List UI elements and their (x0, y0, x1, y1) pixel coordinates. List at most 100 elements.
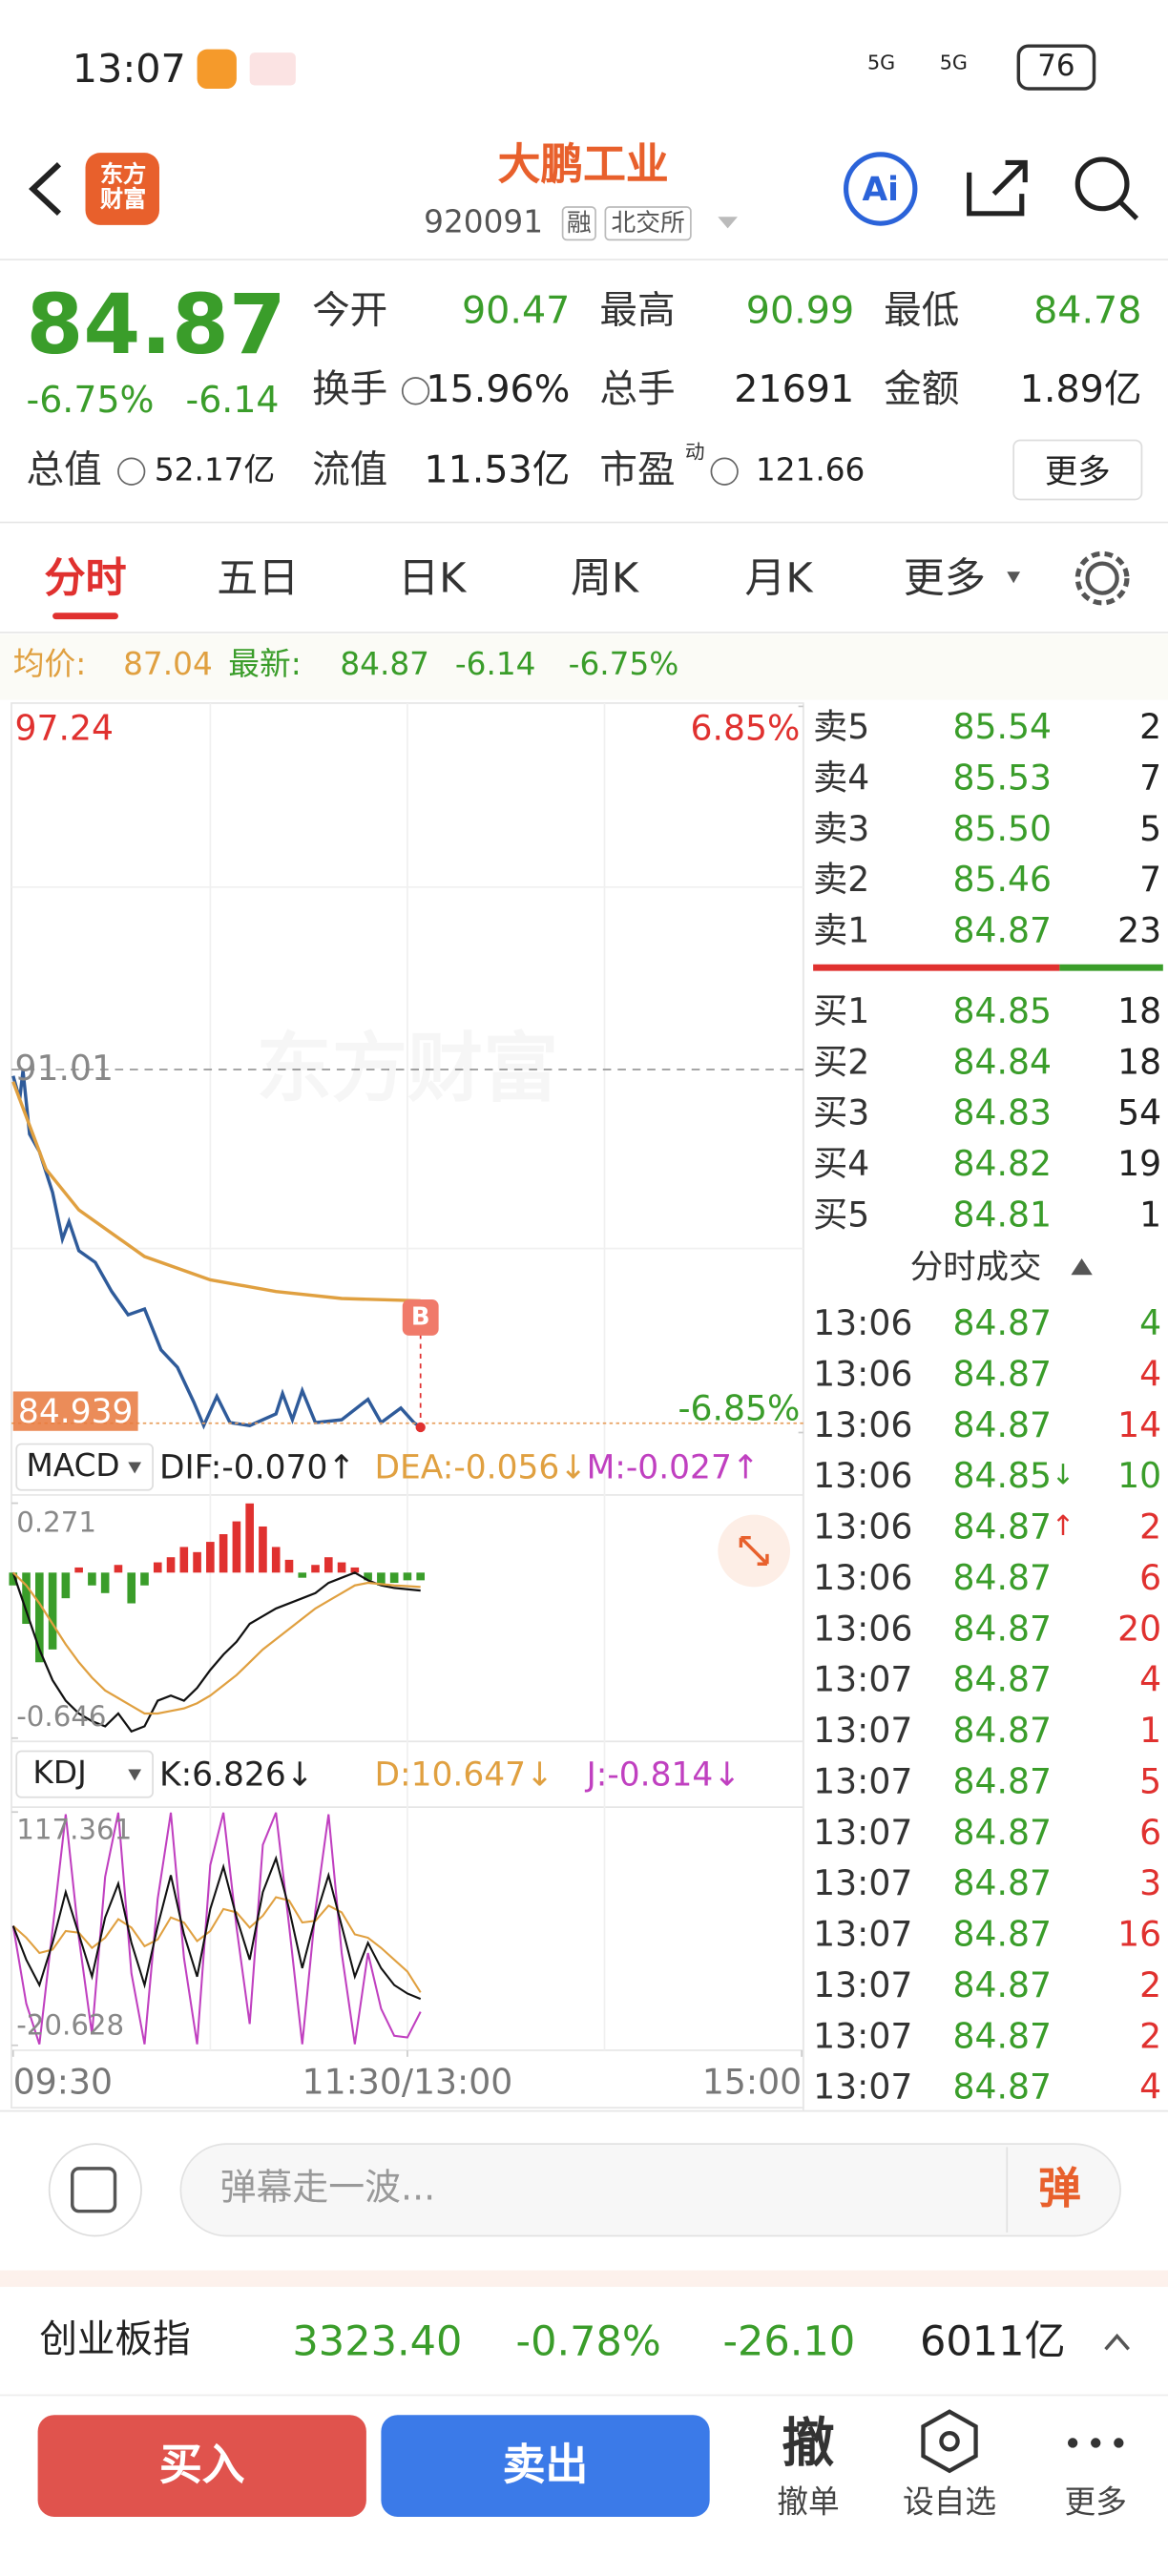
trade-price: 84.87 (952, 1711, 1052, 1751)
trade-time: 13:07 (813, 2067, 913, 2108)
share-icon[interactable] (967, 159, 1028, 217)
app-badge (249, 52, 296, 86)
book-label: 买2 (813, 1042, 870, 1082)
buy-button[interactable] (37, 2415, 366, 2517)
price-line (11, 1070, 422, 1430)
comment-icon-button[interactable] (48, 2143, 142, 2237)
tab: 五日 (217, 554, 300, 603)
book-volume: 7 (1139, 758, 1162, 798)
tab: 月K (744, 554, 813, 603)
dropdown-icon (128, 1462, 142, 1474)
d-label: D:10.647↓ (374, 1754, 553, 1795)
trade-time: 13:06 (813, 1303, 913, 1343)
watermark: 东方财富 (257, 1030, 559, 1106)
info-icon[interactable] (710, 457, 739, 486)
tab: 周K (570, 554, 639, 603)
avg-line (11, 1081, 421, 1303)
dropdown-icon (1007, 571, 1021, 584)
macd-bar (389, 1572, 399, 1584)
trade-time: 13:06 (813, 1354, 913, 1395)
trade-time: 13:07 (813, 1659, 913, 1700)
field-value: 90.47 (461, 289, 571, 333)
macd-bar (245, 1503, 254, 1573)
more-button[interactable] (1012, 439, 1143, 501)
search-icon (1118, 199, 1139, 220)
info-avg-label: 均价: (12, 646, 87, 683)
trade-price: 84.85 (952, 1456, 1052, 1496)
battery-level: 76 (1037, 49, 1075, 84)
indicator-select[interactable] (15, 1443, 154, 1491)
field-label: 市盈 (599, 448, 676, 492)
info-latest-label: 最新: (228, 646, 302, 683)
book-label: 卖2 (813, 860, 870, 900)
macd-bar (416, 1572, 426, 1581)
expand-icon (739, 1535, 769, 1566)
book-volume: 18 (1117, 1042, 1162, 1082)
comment-placeholder: 弹幕走一波... (219, 2168, 436, 2210)
book-price: 84.87 (952, 910, 1052, 951)
book-volume: 7 (1139, 860, 1162, 900)
info-bg (0, 634, 1168, 700)
book-ratio-bar (813, 964, 1060, 971)
indicator-select[interactable] (15, 1750, 154, 1798)
trade-price: 84.87 (952, 1761, 1052, 1802)
more-icon[interactable] (1067, 2438, 1078, 2448)
field-value: 90.99 (745, 289, 855, 333)
book-volume: 19 (1117, 1144, 1162, 1184)
status-time: 13:07 (72, 46, 186, 93)
comment-input[interactable] (179, 2143, 1121, 2237)
tag: 融 (561, 206, 596, 241)
dif-label: DIF:-0.070↑ (158, 1446, 356, 1487)
network-label: 5G (866, 51, 896, 74)
info-icon[interactable] (117, 457, 146, 486)
trade-volume: 4 (1139, 1659, 1162, 1700)
index-value: 3323.40 (292, 2316, 463, 2365)
macd-bar (166, 1557, 176, 1573)
y-tick-label: -20.628 (16, 2009, 125, 2044)
back-icon[interactable] (29, 161, 62, 217)
book-price: 84.81 (952, 1195, 1052, 1236)
book-label: 卖1 (813, 910, 870, 951)
watchlist-icon[interactable] (921, 2409, 978, 2474)
field-value: 84.78 (1033, 289, 1142, 333)
field-value: 15.96% (426, 368, 571, 412)
book-volume: 23 (1117, 910, 1162, 951)
info-icon[interactable] (401, 377, 430, 405)
change-pct: -6.75% (26, 381, 155, 423)
trade-volume: 2 (1139, 1506, 1162, 1548)
trade-price: 84.87 (952, 1813, 1052, 1853)
book-label: 买4 (813, 1144, 870, 1184)
book-label: 卖4 (813, 758, 870, 798)
dropdown-icon (128, 1769, 142, 1781)
ai-icon[interactable] (843, 152, 918, 226)
logo-text: 东方财富 (100, 161, 147, 214)
logo[interactable] (85, 153, 159, 225)
j-line (11, 1812, 422, 2045)
field-label: 最低 (884, 289, 960, 333)
search-icon[interactable] (1074, 156, 1130, 212)
expand-icon[interactable] (1104, 2333, 1130, 2351)
field-value: 11.53亿 (424, 448, 571, 492)
macd-bar (100, 1572, 110, 1593)
settings-icon (1074, 551, 1130, 606)
index-change-pct: -0.78% (515, 2316, 661, 2365)
macd-bar (9, 1572, 18, 1586)
tab: 日K (398, 554, 467, 603)
x-tick-label: 09:30 (12, 2062, 113, 2103)
trade-volume: 4 (1139, 2067, 1162, 2108)
dif-line (11, 1571, 421, 1734)
y-tick-label: 91.01 (14, 1049, 114, 1089)
last-price: 84.87 (26, 278, 286, 373)
sell-button[interactable] (381, 2415, 710, 2517)
index-amount: 6011亿 (920, 2316, 1066, 2365)
book-label: 买5 (813, 1195, 870, 1236)
tab-underline (52, 613, 118, 620)
indicator-name: KDJ (32, 1755, 87, 1792)
settings-icon[interactable] (1085, 561, 1119, 595)
book-volume: 1 (1139, 1195, 1162, 1236)
book-price: 85.50 (952, 809, 1052, 849)
field-value: 1.89亿 (1019, 368, 1142, 412)
more-icon (1091, 2438, 1101, 2448)
macd-bar (298, 1572, 307, 1578)
